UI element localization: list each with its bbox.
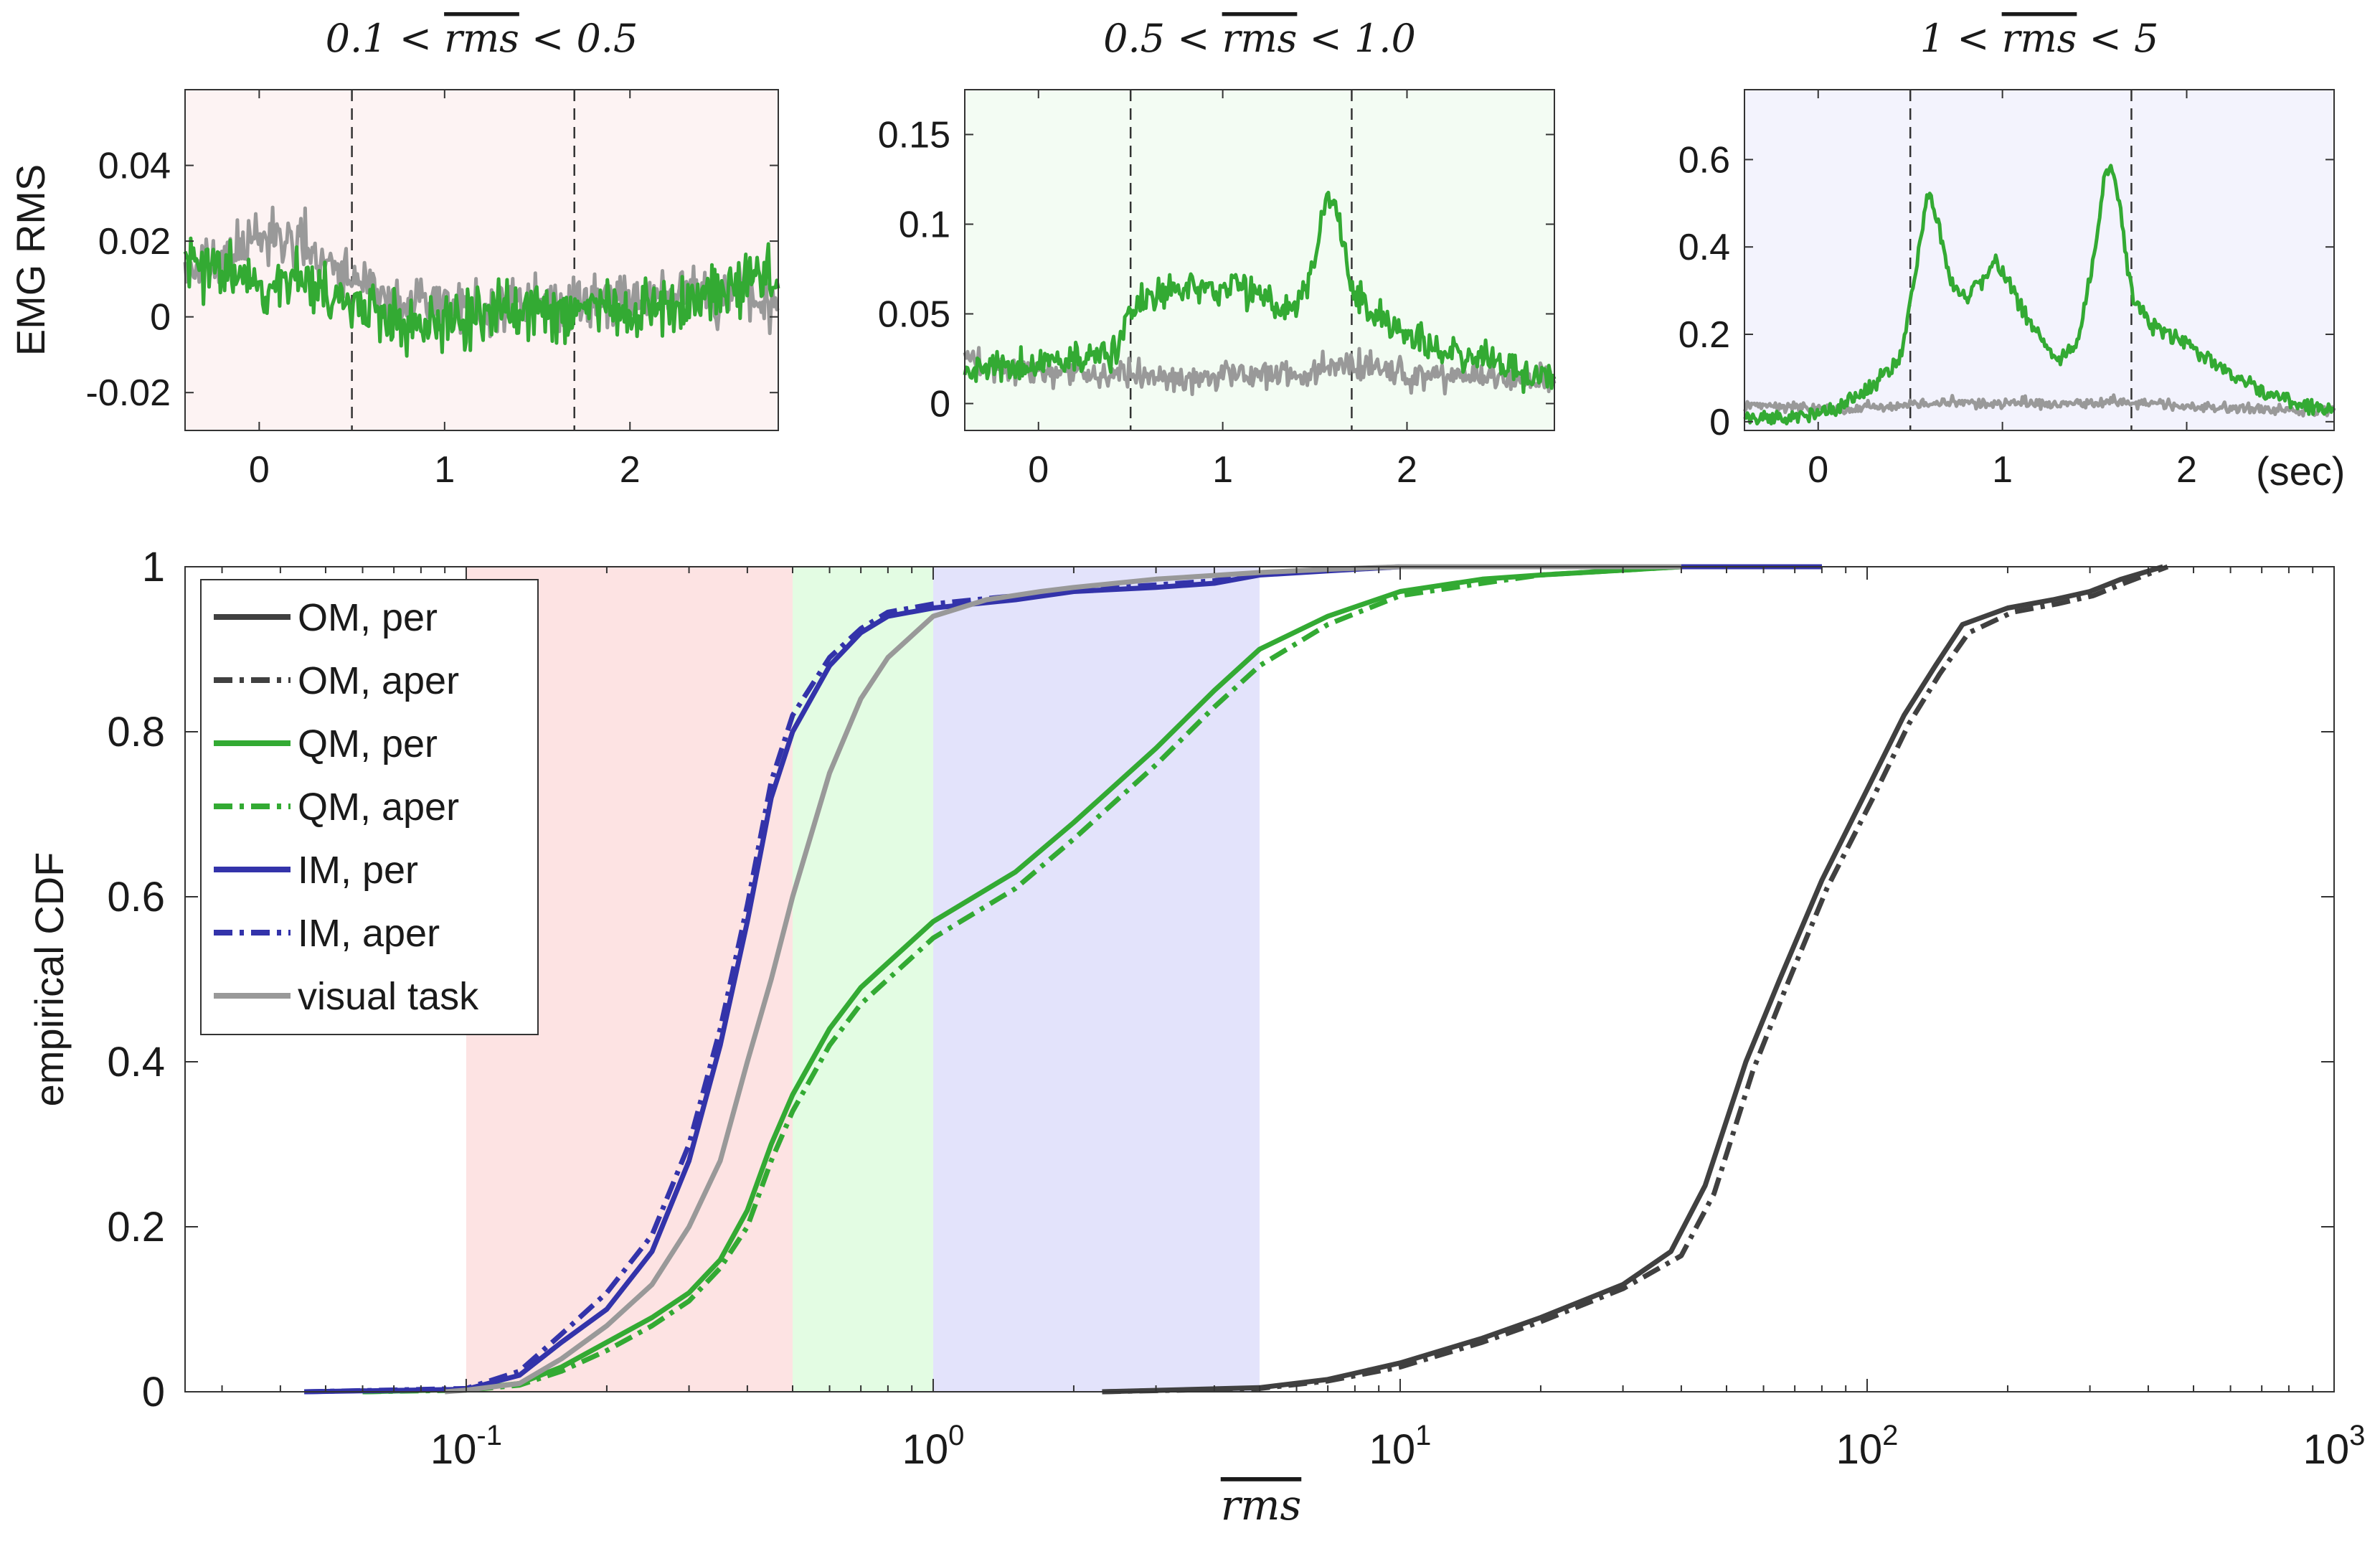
- y-tick-label: 0.6: [1678, 139, 1730, 181]
- shaded-band: [932, 567, 1260, 1392]
- panel-top-middle: 0 1 2 0 0.05 0.1 0.15 0.5 < rms < 1.0: [878, 16, 1557, 491]
- x-tick-label: 100: [902, 1420, 965, 1473]
- y-tick-label: 0: [142, 1369, 165, 1415]
- x-axis-label: rms: [1221, 1481, 1302, 1530]
- legend-label: QM, aper: [298, 786, 459, 829]
- series-line-qm: [963, 190, 1557, 395]
- panel-background: [1744, 90, 2334, 430]
- x-tick-label: 1: [1992, 449, 2013, 491]
- x-tick-label: 103: [2303, 1420, 2366, 1473]
- y-tick-label: 0.15: [878, 115, 950, 156]
- shaded-bands: [466, 567, 1260, 1392]
- series-line-qm: [1743, 164, 2336, 425]
- shaded-band: [792, 567, 933, 1392]
- panel-title-hi: 1.0: [1354, 16, 1416, 61]
- panel-title-var: rms: [444, 16, 519, 61]
- panel-title-var: rms: [2002, 16, 2077, 61]
- cdf-line-om-aper: [1102, 564, 2169, 1395]
- panel-top-right: 0 1 2 0 0.2 0.4 0.6 1 < rms < 5 (sec): [1678, 16, 2346, 494]
- y-tick-label: 1: [142, 544, 165, 590]
- series-line-qm: [183, 236, 780, 358]
- panel-title-lo: 1: [1920, 16, 1945, 61]
- panel-title-var: rms: [1222, 16, 1298, 61]
- panel-ticks: 10-1 100 101 102 103 0 0.2 0.4 0.6 0.8 1: [107, 544, 2365, 1473]
- panel-series: [963, 190, 1557, 397]
- y-tick-label: -0.02: [85, 372, 171, 414]
- cdf-line-om-per: [1102, 564, 2164, 1395]
- panel-bottom-cdf: 10-1 100 101 102 103 0 0.2 0.4 0.6 0.8 1 empirical…: [27, 544, 2365, 1530]
- x-tick-label: 102: [1836, 1420, 1899, 1473]
- legend-label: OM, per: [298, 596, 438, 639]
- y-tick-label: 0.04: [98, 146, 171, 187]
- panel-title-hi: 5: [2134, 16, 2158, 61]
- y-tick-label: 0.4: [107, 1039, 165, 1085]
- x-tick-label: 2: [2176, 449, 2197, 491]
- panel-ticks: 0 1 2 -0.02 0 0.02 0.04: [85, 90, 778, 491]
- y-tick-label: 0.8: [107, 709, 165, 755]
- panel-frame: [1744, 89, 2335, 431]
- legend-label: OM, aper: [298, 659, 459, 702]
- panel-title: 1 < rms < 5: [1920, 16, 2159, 61]
- x-tick-label: 101: [1369, 1420, 1432, 1473]
- panel-title-lo: 0.5: [1103, 16, 1165, 61]
- panel-title-hi: 0.5: [576, 16, 638, 61]
- x-tick-label: 0: [1028, 449, 1049, 491]
- panel-frame: [964, 89, 1555, 431]
- x-tick-label: 0: [249, 449, 270, 491]
- y-tick-label: 0.1: [899, 204, 950, 246]
- legend-label: IM, aper: [298, 912, 440, 955]
- y-tick-label: 0.02: [98, 221, 171, 263]
- x-tick-label: 0: [1808, 449, 1828, 491]
- panel-title: 0.1 < rms < 0.5: [326, 16, 638, 61]
- panel-frame: [184, 89, 779, 431]
- panel-vlines: [351, 90, 575, 430]
- cdf-line-qm-per: [362, 564, 1822, 1395]
- y-tick-label: 0.05: [878, 294, 950, 336]
- y-tick-label: 0: [150, 297, 171, 339]
- panel-title: 0.5 < rms < 1.0: [1103, 16, 1416, 61]
- y-tick-label: 0.2: [1678, 314, 1730, 356]
- x-tick-label: 1: [434, 449, 455, 491]
- x-tick-label: 1: [1212, 449, 1233, 491]
- panel-background: [185, 90, 778, 430]
- panel-series: [1742, 164, 2336, 425]
- legend-label: visual task: [298, 975, 479, 1018]
- series-line-visual-task: [1742, 393, 2336, 418]
- cdf-line-qm-aper: [362, 564, 1822, 1395]
- y-tick-label: 0: [930, 384, 950, 425]
- panel-ticks: 0 1 2 0 0.2 0.4 0.6: [1678, 90, 2334, 491]
- y-tick-label: 0.2: [107, 1204, 165, 1250]
- panel-title-lo: 0.1: [326, 16, 387, 61]
- legend-label: IM, per: [298, 849, 418, 892]
- y-tick-label: 0.4: [1678, 227, 1730, 268]
- y-axis-label: empirical CDF: [27, 852, 72, 1107]
- panel-top-left: 0 1 2 -0.02 0 0.02 0.04 0.1 < rms < 0.5 EMG RM…: [8, 16, 780, 491]
- y-tick-label: 0.6: [107, 874, 165, 920]
- x-tick-label: 2: [620, 449, 641, 491]
- panel-vlines: [1909, 90, 2133, 430]
- cdf-line-visual-task: [444, 564, 1681, 1395]
- y-axis-label: EMG RMS: [8, 164, 53, 357]
- panel-series: [183, 205, 780, 358]
- x-axis-unit-label: (sec): [2256, 448, 2345, 494]
- legend-label: QM, per: [298, 722, 438, 765]
- x-tick-label: 10-1: [430, 1420, 502, 1473]
- y-tick-label: 0: [1709, 402, 1730, 443]
- legend: OM, per OM, aper QM, per QM, aper IM, per IM,…: [200, 579, 539, 1035]
- panel-ticks: 0 1 2 0 0.05 0.1 0.15: [878, 90, 1554, 491]
- x-tick-label: 2: [1397, 449, 1417, 491]
